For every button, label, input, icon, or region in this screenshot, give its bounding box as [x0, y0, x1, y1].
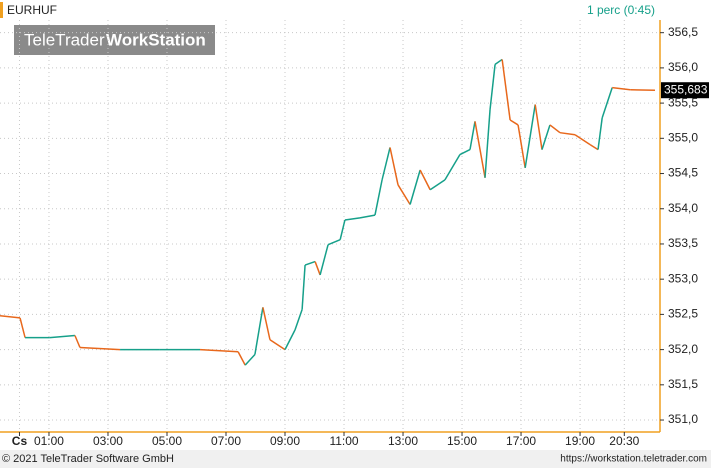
price-segment [589, 144, 599, 151]
price-segment [474, 121, 486, 178]
price-segment [284, 329, 296, 350]
x-tick-label: 19:00 [565, 434, 595, 448]
last-price-box [661, 82, 709, 99]
price-segment [74, 335, 81, 348]
y-tick-label: 351,5 [668, 377, 698, 391]
price-segment [517, 124, 526, 169]
x-tick-label: 20:30 [609, 434, 639, 448]
price-segment [397, 184, 411, 205]
price-segment [49, 334, 76, 339]
x-tick-label: 11:00 [329, 434, 358, 448]
x-tick-label: Cs [12, 434, 28, 448]
price-segment [429, 179, 446, 191]
price-segment [79, 346, 121, 351]
y-tick-label: 351,0 [668, 412, 698, 426]
y-tick-label: 356,5 [668, 25, 698, 39]
price-segment [381, 147, 391, 181]
price-segment [459, 148, 471, 156]
price-segment [327, 239, 341, 246]
price-segment [559, 131, 576, 136]
price-segment [574, 134, 591, 146]
y-tick-label: 356,0 [668, 60, 698, 74]
watermark-brand: TeleTrader [24, 30, 105, 49]
price-segment [199, 348, 239, 353]
symbol: EURHUF [7, 3, 57, 17]
price-segment [484, 109, 491, 178]
footer-bar [0, 450, 711, 468]
price-segment [301, 265, 306, 310]
y-tick-label: 355,0 [668, 130, 698, 144]
y-tick-label: 355,5 [668, 95, 698, 109]
price-segment [304, 260, 316, 266]
x-tick-label: 15:00 [447, 434, 477, 448]
price-segment [339, 219, 346, 240]
price-segment [0, 315, 21, 319]
x-tick-label: 03:00 [93, 434, 123, 448]
price-segment [601, 87, 613, 119]
price-segment [509, 119, 519, 126]
price-segment [597, 117, 603, 150]
x-tick-label: 09:00 [270, 434, 300, 448]
last-price-label: 355,683 [664, 82, 708, 96]
price-segment [294, 309, 303, 331]
x-tick-label: 01:00 [34, 434, 64, 448]
price-segment [319, 244, 329, 276]
y-tick-label: 352,0 [668, 342, 698, 356]
price-segment [419, 169, 431, 191]
price-segment [19, 317, 26, 338]
x-tick-label: 13:00 [388, 434, 418, 448]
y-tick-label: 353,0 [668, 271, 698, 285]
x-tick-label: 17:00 [506, 434, 536, 448]
y-tick-label: 354,0 [668, 201, 698, 215]
price-segment [524, 104, 536, 169]
x-tick-label: 05:00 [152, 434, 182, 448]
price-segment [501, 59, 511, 121]
price-segment [489, 64, 496, 110]
interval: 1 perc (0:45) [587, 3, 655, 17]
watermark-box [14, 25, 215, 55]
price-segment [314, 261, 321, 276]
price-segment [269, 339, 286, 351]
price-segment [534, 104, 543, 150]
y-tick-label: 354,5 [668, 166, 698, 180]
price-segment [344, 217, 361, 221]
x-tick-label: 07:00 [211, 434, 241, 448]
symbol-marker [0, 2, 3, 18]
price-segment [254, 307, 264, 355]
price-segment [389, 147, 399, 185]
price-segment [469, 121, 476, 150]
price-segment [262, 307, 271, 340]
price-segment [237, 351, 246, 366]
price-segment [541, 124, 551, 150]
price-segment [374, 179, 383, 216]
price-segment [494, 58, 503, 65]
price-segment [612, 86, 631, 91]
price-segment [409, 169, 421, 205]
price-segment [359, 214, 376, 219]
y-tick-label: 353,5 [668, 236, 698, 250]
url: https://workstation.teletrader.com [560, 454, 707, 465]
y-tick-label: 352,5 [668, 307, 698, 321]
price-segment [549, 124, 561, 134]
price-segment [244, 354, 256, 366]
copyright: © 2021 TeleTrader Software GmbH [2, 453, 174, 465]
price-segment [444, 154, 461, 181]
watermark-product: WorkStation [106, 30, 206, 49]
